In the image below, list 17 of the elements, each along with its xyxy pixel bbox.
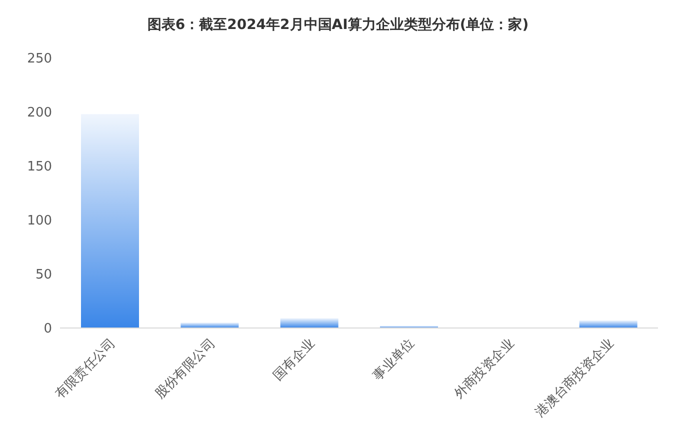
x-tick-label: 事业单位 bbox=[370, 336, 418, 384]
y-tick-label: 150 bbox=[27, 160, 52, 175]
bar bbox=[180, 322, 239, 328]
x-tick-label: 股份有限公司 bbox=[152, 336, 218, 402]
x-tick-label: 有限责任公司 bbox=[52, 336, 119, 402]
x-tick-label: 国有企业 bbox=[270, 336, 318, 384]
y-tick-label: 0 bbox=[44, 322, 52, 337]
x-tick-label: 港澳台商投资企业 bbox=[532, 336, 617, 420]
y-tick-label: 250 bbox=[27, 52, 52, 67]
y-tick-label: 50 bbox=[35, 268, 52, 283]
chart-title: 图表6：截至2024年2月中国AI算力企业类型分布(单位：家) bbox=[146, 16, 530, 35]
x-tick-label: 外商投资企业 bbox=[452, 336, 518, 402]
y-tick-label: 100 bbox=[27, 214, 52, 229]
bar bbox=[280, 318, 338, 328]
bar bbox=[579, 320, 638, 328]
y-tick-label: 200 bbox=[27, 106, 52, 121]
bar bbox=[81, 114, 139, 328]
